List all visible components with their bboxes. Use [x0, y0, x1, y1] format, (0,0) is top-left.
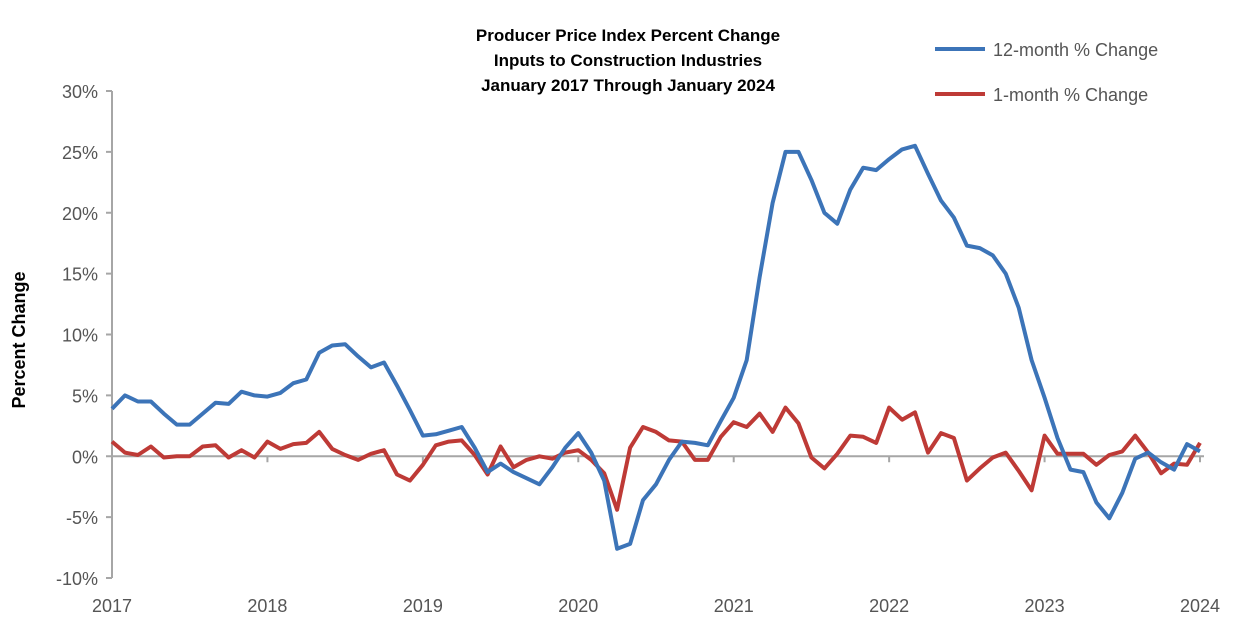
chart-title-line-3: January 2017 Through January 2024 [481, 76, 775, 95]
x-tick-label: 2019 [403, 596, 443, 616]
y-tick-label: -5% [66, 508, 98, 528]
y-tick-label: 25% [62, 143, 98, 163]
y-tick-label: 10% [62, 326, 98, 346]
legend-label-12-month: 12-month % Change [993, 40, 1158, 60]
y-tick-label: 5% [72, 386, 98, 406]
y-tick-label: 20% [62, 204, 98, 224]
y-tick-label: 15% [62, 265, 98, 285]
x-tick-label: 2017 [92, 596, 132, 616]
x-tick-label: 2020 [558, 596, 598, 616]
y-axis-label: Percent Change [9, 271, 29, 408]
axes: -10% -5% 0% 5% 10% 15% 20% 25% 30% 2017 2018 2019 20… [56, 82, 1220, 616]
chart-title-line-1: Producer Price Index Percent Change [476, 26, 780, 45]
x-tick-label: 2023 [1025, 596, 1065, 616]
chart-title-line-2: Inputs to Construction Industries [494, 51, 762, 70]
y-tick-label: 0% [72, 447, 98, 467]
series-line-12-month [110, 143, 1201, 551]
x-tick-label: 2021 [714, 596, 754, 616]
x-tick-label: 2024 [1180, 596, 1220, 616]
y-tick-label: -10% [56, 569, 98, 589]
legend-label-1-month: 1-month % Change [993, 85, 1148, 105]
x-tick-label: 2022 [869, 596, 909, 616]
series-group [110, 143, 1202, 551]
legend: 12-month % Change 1-month % Change [935, 40, 1158, 105]
y-tick-label: 30% [62, 82, 98, 102]
series-line-1-month [110, 405, 1202, 512]
x-tick-label: 2018 [247, 596, 287, 616]
